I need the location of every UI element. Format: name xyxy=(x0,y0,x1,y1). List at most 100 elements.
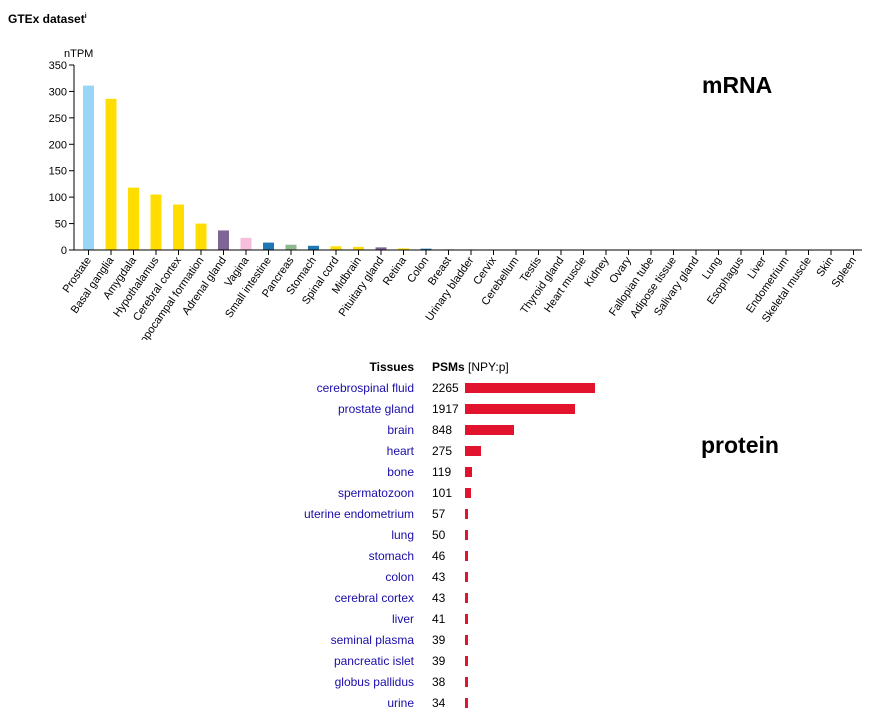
table-row: heart 275 xyxy=(0,441,888,462)
tissue-link[interactable]: lung xyxy=(391,528,414,542)
psm-value: 2265 xyxy=(432,381,459,395)
psm-bar xyxy=(465,425,514,435)
y-tick-label: 150 xyxy=(49,166,67,178)
psm-bar xyxy=(465,614,468,624)
dataset-title-text: GTEx dataset xyxy=(8,12,85,26)
bar[interactable] xyxy=(375,247,387,250)
table-row: liver 41 xyxy=(0,609,888,630)
bar[interactable] xyxy=(330,246,342,250)
table-row: stomach 46 xyxy=(0,546,888,567)
psm-bar xyxy=(465,635,468,645)
psm-value: 50 xyxy=(432,528,446,542)
psm-bar xyxy=(465,446,481,456)
tissue-link[interactable]: brain xyxy=(387,423,414,437)
bar[interactable] xyxy=(308,245,319,250)
tissue-link[interactable]: uterine endometrium xyxy=(303,507,414,521)
table-row: uterine endometrium 57 xyxy=(0,504,888,525)
tissue-link[interactable]: heart xyxy=(386,444,414,458)
y-axis-label: nTPM xyxy=(64,48,93,60)
tissue-link[interactable]: pancreatic islet xyxy=(333,654,414,668)
table-row: seminal plasma 39 xyxy=(0,630,888,651)
bar[interactable] xyxy=(218,230,229,250)
psm-value: 39 xyxy=(432,654,446,668)
psm-value: 43 xyxy=(432,570,446,584)
psm-bar xyxy=(465,509,468,519)
bar[interactable] xyxy=(263,242,274,250)
y-tick-label: 200 xyxy=(49,139,67,151)
bar[interactable] xyxy=(150,194,162,251)
psm-column-header: PSMs [NPY:p] xyxy=(432,360,509,374)
bar[interactable] xyxy=(398,248,409,250)
bar[interactable] xyxy=(173,204,184,250)
table-row: cerebral cortex 43 xyxy=(0,588,888,609)
tissue-link[interactable]: seminal plasma xyxy=(330,633,414,647)
psm-bar xyxy=(465,530,468,540)
bar[interactable] xyxy=(128,187,139,250)
bar[interactable] xyxy=(420,248,432,250)
psm-header-label: PSMs xyxy=(432,360,465,374)
table-row: lung 50 xyxy=(0,525,888,546)
bar[interactable] xyxy=(285,244,297,250)
psm-value: 46 xyxy=(432,549,446,563)
psm-bar xyxy=(465,572,468,582)
table-row: pancreatic islet 39 xyxy=(0,651,888,672)
psm-bar xyxy=(465,488,471,498)
info-icon[interactable]: i xyxy=(84,13,87,20)
x-tick-label: Kidney xyxy=(582,254,611,289)
psm-bar xyxy=(465,467,472,477)
protein-label: protein xyxy=(701,432,779,458)
table-row: prostate gland 1917 xyxy=(0,399,888,420)
psm-bar xyxy=(465,551,468,561)
x-tick-label: Skin xyxy=(814,255,836,279)
bar[interactable] xyxy=(240,237,252,250)
psm-value: 38 xyxy=(432,675,446,689)
x-tick-label: Retina xyxy=(381,254,410,288)
bar[interactable] xyxy=(195,223,207,250)
bar[interactable] xyxy=(105,98,117,250)
tissue-link[interactable]: prostate gland xyxy=(337,402,414,416)
y-tick-label: 250 xyxy=(49,113,67,125)
mrna-bar-chart: nTPM 0 50 100 150 200 250 300 350 ProstateBasal… xyxy=(49,48,862,340)
table-row: colon 43 xyxy=(0,567,888,588)
psm-value: 43 xyxy=(432,591,446,605)
psm-value: 848 xyxy=(432,423,453,437)
psm-value: 275 xyxy=(432,444,453,458)
dataset-title: GTEx dataseti xyxy=(8,12,87,26)
tissue-link[interactable]: cerebrospinal fluid xyxy=(316,381,414,395)
tissue-link[interactable]: bone xyxy=(387,465,414,479)
table-row: brain 848 xyxy=(0,420,888,441)
psm-value: 101 xyxy=(432,486,453,500)
tissue-link[interactable]: cerebral cortex xyxy=(334,591,414,605)
psm-bar xyxy=(465,383,595,393)
psm-bar xyxy=(465,656,468,666)
tissue-link[interactable]: globus pallidus xyxy=(334,675,414,689)
tissues-column-header: Tissues xyxy=(369,360,414,374)
mrna-bars xyxy=(83,85,859,251)
tissue-link[interactable]: stomach xyxy=(368,549,414,563)
tissue-link[interactable]: liver xyxy=(391,612,414,626)
table-row: cerebrospinal fluid 2265 xyxy=(0,378,888,399)
bar[interactable] xyxy=(353,246,364,250)
y-tick-label: 350 xyxy=(49,60,67,72)
y-tick-label: 0 xyxy=(61,245,67,257)
psm-value: 119 xyxy=(432,465,452,479)
y-tick-label: 300 xyxy=(49,86,67,98)
y-tick-label: 50 xyxy=(55,219,67,231)
psm-value: 39 xyxy=(432,633,446,647)
tissue-link[interactable]: spermatozoon xyxy=(337,486,414,500)
psm-bar xyxy=(465,677,468,687)
table-row: bone 119 xyxy=(0,462,888,483)
tissue-link[interactable]: colon xyxy=(385,570,414,584)
table-row: spermatozoon 101 xyxy=(0,483,888,504)
y-axis: 0 50 100 150 200 250 300 350 xyxy=(49,60,75,257)
bar[interactable] xyxy=(83,85,94,250)
y-tick-label: 100 xyxy=(49,192,67,204)
table-row: urine 34 xyxy=(0,693,888,714)
psm-bar xyxy=(465,593,468,603)
psm-value: 41 xyxy=(432,612,446,626)
psm-bar xyxy=(465,404,575,414)
tissue-link[interactable]: urine xyxy=(387,696,414,710)
table-row: globus pallidus 38 xyxy=(0,672,888,693)
psm-value: 34 xyxy=(432,696,446,710)
